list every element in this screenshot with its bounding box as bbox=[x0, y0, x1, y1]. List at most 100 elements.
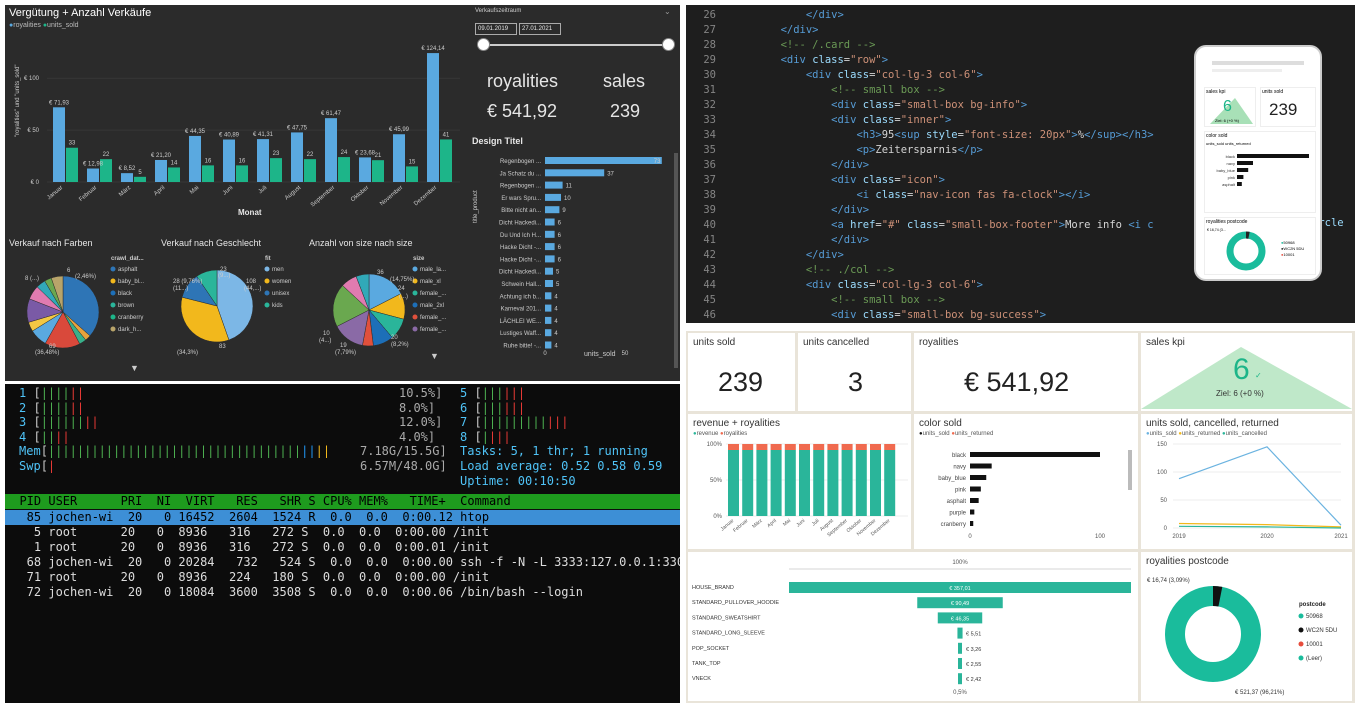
kpi-sales-label: sales bbox=[603, 71, 646, 91]
code-line[interactable]: 28 <!-- /.card --> bbox=[686, 38, 1355, 53]
units-data-label: 22 bbox=[103, 152, 110, 158]
code-line[interactable]: 45 <!-- small box --> bbox=[686, 293, 1355, 308]
code-line[interactable]: 40 <a href="#" class="small-box-footer">… bbox=[686, 218, 1355, 233]
code-line[interactable]: 41 </div> bbox=[686, 233, 1355, 248]
code-token-str: "col-lg-3 col-6" bbox=[875, 69, 977, 81]
indent bbox=[730, 279, 806, 291]
royalities-data-label: € 23,68 bbox=[355, 150, 376, 156]
royalities-bar bbox=[53, 107, 65, 182]
units-sold-bar bbox=[66, 147, 78, 182]
line-y-tick: 0 bbox=[1164, 526, 1168, 532]
slider-handle-end[interactable] bbox=[662, 38, 675, 51]
legend-item: dark_h... bbox=[118, 327, 142, 333]
code-line[interactable]: 33 <div class="inner"> bbox=[686, 113, 1355, 128]
slider-handle-start[interactable] bbox=[477, 38, 490, 51]
line-number: 42 bbox=[703, 249, 716, 261]
legend-dot bbox=[110, 290, 116, 296]
code-editor: 26 </div> 27 </div> 28 <!-- /.card --> 29 <… bbox=[686, 5, 1355, 323]
funnel-stage-label: STANDARD_SWEATSHIRT bbox=[692, 615, 761, 621]
color-category-label: black bbox=[952, 453, 967, 459]
phone-postcode-value: € 16,74 (3... bbox=[1207, 228, 1226, 232]
royalities-data-label: € 8,52 bbox=[119, 166, 136, 172]
pie-data-label: 108 bbox=[246, 279, 257, 285]
code-line[interactable]: 29 <div class="row"> bbox=[686, 53, 1355, 68]
code-line[interactable]: 38 <i class="nav-icon fas fa-clock"></i> bbox=[686, 188, 1355, 203]
uptime: Uptime: 00:10:50 bbox=[460, 474, 576, 488]
code-line[interactable]: 42 </div> bbox=[686, 248, 1355, 263]
color-sold-title: color sold bbox=[919, 418, 962, 429]
code-line[interactable]: 46 <div class="small-box bg-success"> bbox=[686, 308, 1355, 323]
code-line[interactable]: 36 </div> bbox=[686, 158, 1355, 173]
indent bbox=[730, 249, 806, 261]
cpu-percent-1: 10.5%] bbox=[399, 386, 443, 400]
process-row[interactable]: 5 root 20 0 8936 316 272 S 0.0 0.0 0:00.… bbox=[5, 525, 490, 539]
pie-data-label: 6 bbox=[67, 268, 71, 274]
process-row[interactable]: 71 root 20 0 8936 224 180 S 0.0 0.0 0:00… bbox=[5, 570, 490, 584]
revenue-bar bbox=[742, 450, 754, 516]
sales-kpi-goal: Ziel: 6 (+0 %) bbox=[1216, 389, 1264, 398]
revenue-bar bbox=[870, 450, 881, 516]
units-sold-line bbox=[1178, 446, 1342, 526]
process-row[interactable]: 68 jochen-wi 20 0 20284 732 524 S 0.0 0.… bbox=[5, 555, 680, 569]
chart-title: Vergütung + Anzahl Verkäufe bbox=[9, 7, 152, 19]
code-line[interactable]: 34 <h3>95<sup style="font-size: 20px">%<… bbox=[686, 128, 1355, 143]
legend-dot bbox=[264, 266, 270, 272]
chevron-down-icon[interactable]: ▼ bbox=[430, 351, 439, 361]
y-axis-label: "royalities" und "units_sold" bbox=[15, 64, 21, 137]
scrollbar[interactable] bbox=[674, 153, 678, 368]
design-bar bbox=[545, 280, 553, 287]
indent bbox=[730, 114, 831, 126]
code-line[interactable]: 37 <div class="icon"> bbox=[686, 173, 1355, 188]
line-y-tick: 50 bbox=[1160, 498, 1167, 504]
code-line[interactable]: 43 <!-- ./col --> bbox=[686, 263, 1355, 278]
process-row[interactable]: 1 root 20 0 8936 316 272 S 0.0 0.0 0:00.… bbox=[5, 540, 490, 554]
process-table-header[interactable]: PID USER PRI NI VIRT RES SHR S CPU% MEM%… bbox=[5, 494, 680, 509]
units-cancelled-line bbox=[1178, 525, 1342, 529]
pie-slice bbox=[332, 285, 370, 327]
postcode-legend-dot bbox=[1298, 613, 1304, 619]
funnel-value-label: € 2,42 bbox=[966, 677, 981, 683]
date-to-input[interactable]: 27.01.2021 bbox=[519, 23, 561, 35]
code-token-txt: More info bbox=[1065, 219, 1129, 231]
kpi-royalities-value: € 541,92 bbox=[487, 101, 558, 121]
code-token-tag: </div> bbox=[780, 24, 819, 36]
pie-data-label: (8,2%) bbox=[391, 342, 409, 348]
line-number: 34 bbox=[703, 129, 716, 141]
legend-item: baby_bl... bbox=[118, 279, 144, 285]
revenue-bar bbox=[813, 450, 825, 516]
rev-y-tick: 100% bbox=[707, 442, 723, 448]
code-line[interactable]: 26 </div> bbox=[686, 8, 1355, 23]
line-number: 45 bbox=[703, 294, 716, 306]
pie-size-title: Anzahl von size nach size bbox=[309, 238, 413, 248]
code-line[interactable]: 35 <p>Zeitersparnis</p> bbox=[686, 143, 1355, 158]
royalities-data-label: € 41,31 bbox=[253, 132, 274, 138]
chevron-down-icon[interactable]: ⌄ bbox=[664, 7, 671, 16]
code-line[interactable]: 31 <!-- small box --> bbox=[686, 83, 1355, 98]
phone-kpi-card: sales kpi 6 Ziel: 6 (+0 %) bbox=[1204, 87, 1256, 127]
color-category-label: cranberry bbox=[941, 522, 966, 528]
pie-data-label: (34,3%) bbox=[177, 350, 198, 356]
chart-legend: ●royalities ●units_sold bbox=[9, 22, 79, 29]
sales-kpi-title: sales kpi bbox=[1146, 337, 1185, 348]
funnel-bar bbox=[958, 673, 962, 685]
date-from-input[interactable]: 09.01.2019 bbox=[475, 23, 517, 35]
royalities-bar bbox=[870, 444, 881, 450]
legend-item: men bbox=[272, 267, 284, 273]
code-line[interactable]: 32 <div class="small-box bg-info"> bbox=[686, 98, 1355, 113]
revenue-bar bbox=[770, 450, 782, 516]
code-line[interactable]: 27 </div> bbox=[686, 23, 1355, 38]
line-number: 29 bbox=[703, 54, 716, 66]
line-number: 31 bbox=[703, 84, 716, 96]
code-token-str: "nav-icon fas fa-clock" bbox=[913, 189, 1059, 201]
code-line[interactable]: 44 <div class="col-lg-3 col-6"> bbox=[686, 278, 1355, 293]
design-title-heading: Design Titel bbox=[472, 136, 523, 146]
code-line[interactable]: 39 </div> bbox=[686, 203, 1355, 218]
chevron-down-icon[interactable]: ▼ bbox=[130, 363, 139, 373]
process-row[interactable]: 85 jochen-wi 20 0 16452 2604 1524 R 0.0 … bbox=[5, 510, 680, 525]
scrollbar[interactable] bbox=[1128, 450, 1132, 490]
process-row[interactable]: 72 jochen-wi 20 0 18084 3600 3508 S 0.0 … bbox=[5, 585, 583, 599]
phone-kpi-title: sales kpi bbox=[1206, 89, 1226, 95]
design-item-label: Bitte nicht an... bbox=[501, 208, 541, 214]
code-line[interactable]: 30 <div class="col-lg-3 col-6"> bbox=[686, 68, 1355, 83]
